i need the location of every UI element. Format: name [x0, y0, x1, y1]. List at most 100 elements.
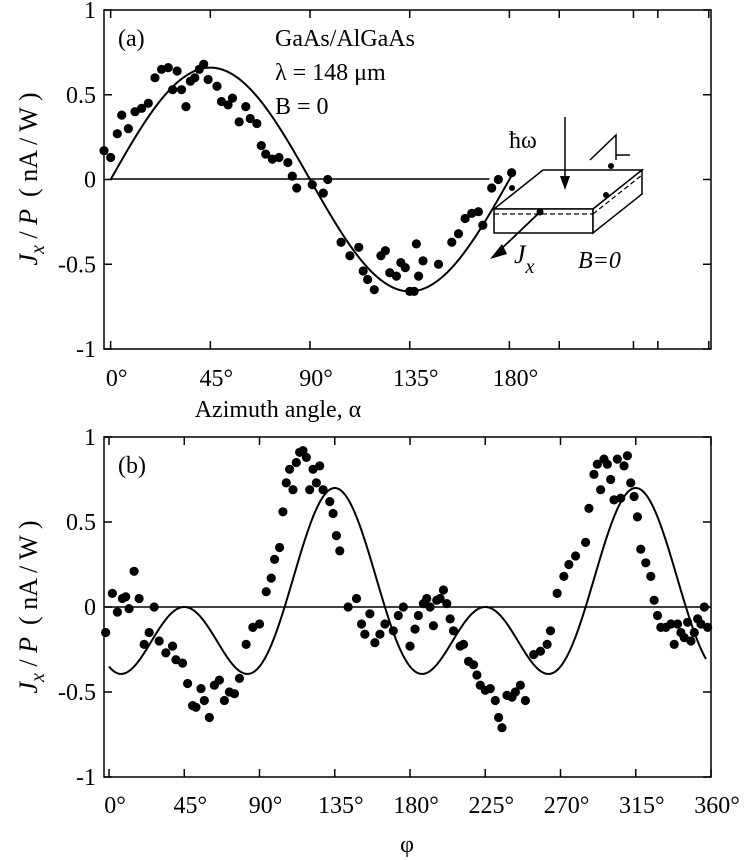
data-point — [112, 129, 122, 139]
photon-arrow-head — [560, 176, 570, 190]
data-point — [520, 695, 530, 706]
data-point — [363, 274, 373, 285]
data-point — [422, 593, 432, 604]
data-point — [149, 602, 159, 612]
data-point — [589, 469, 599, 479]
data-point — [632, 512, 643, 522]
data-point — [181, 102, 191, 112]
y-tick-label: 0.5 — [66, 510, 96, 536]
data-point — [438, 585, 449, 595]
data-point — [223, 100, 233, 110]
data-point — [405, 641, 415, 651]
data-point — [301, 452, 311, 462]
x-tick-label: 180° — [493, 366, 539, 392]
data-point — [241, 102, 251, 112]
data-point — [380, 619, 390, 629]
data-point — [291, 457, 301, 468]
sample-inset: ħω Jx B=0 — [490, 117, 645, 278]
current-label: Jx — [514, 240, 535, 278]
data-point — [191, 702, 201, 712]
sample-side-face — [592, 168, 643, 235]
data-point — [494, 712, 504, 723]
data-point — [219, 695, 229, 706]
data-point — [413, 271, 424, 281]
data-point — [124, 604, 134, 614]
data-point — [365, 609, 375, 619]
data-point — [473, 207, 483, 217]
data-point — [328, 508, 338, 519]
x-tick-label: 90° — [299, 366, 333, 392]
data-point — [144, 627, 154, 638]
data-point — [139, 639, 149, 650]
data-point — [629, 491, 639, 502]
chart-panel-b: -1 -0.5 0 0.5 1 0° 45° 90° 135° 180° 225° 270° 315° 3… — [14, 425, 740, 858]
data-point — [285, 464, 295, 474]
data-point — [252, 118, 262, 129]
sample-layer-side — [592, 174, 643, 215]
data-point — [584, 503, 594, 513]
data-point — [112, 607, 122, 617]
data-point — [428, 621, 439, 631]
data-point — [636, 544, 646, 554]
data-point — [418, 256, 428, 266]
y-tick-label: -0.5 — [58, 680, 96, 706]
data-point — [269, 554, 280, 565]
data-point — [274, 542, 285, 553]
data-point — [391, 271, 402, 281]
x-tick-label: 45° — [173, 793, 207, 819]
current-arrow-head — [490, 244, 507, 259]
data-point — [106, 152, 116, 163]
data-point — [497, 723, 507, 733]
x-tick-label: 315° — [619, 793, 665, 819]
x-tick-label: 180° — [393, 793, 439, 819]
data-point — [325, 497, 335, 507]
data-point — [545, 626, 556, 636]
data-point — [425, 602, 435, 612]
contact-top — [608, 163, 614, 169]
data-point — [360, 629, 370, 639]
data-point — [266, 573, 276, 583]
data-point — [398, 602, 408, 612]
data-point — [669, 639, 679, 650]
data-point — [254, 619, 265, 629]
data-point — [535, 646, 546, 656]
data-point — [510, 687, 520, 697]
y-tick-label: 1 — [84, 425, 96, 451]
data-point — [686, 636, 696, 646]
data-point — [552, 588, 562, 599]
contact-left — [509, 185, 515, 191]
data-point — [356, 619, 367, 629]
y-tick-label: -0.5 — [58, 252, 96, 278]
x-tick-label: 135° — [393, 366, 439, 392]
annotation-field: B = 0 — [275, 94, 329, 120]
data-point — [183, 678, 193, 689]
data-point — [287, 171, 297, 181]
data-point — [592, 459, 602, 469]
data-points-a — [99, 59, 517, 296]
data-point — [163, 63, 173, 73]
data-point — [107, 588, 117, 599]
data-point — [400, 263, 410, 273]
data-point — [318, 485, 328, 495]
data-point — [369, 285, 379, 295]
y-tick-label: 0 — [84, 595, 96, 621]
data-point — [199, 59, 209, 69]
x-tick-label: 360° — [694, 793, 740, 819]
data-point — [442, 599, 452, 609]
data-point — [354, 242, 364, 252]
data-point — [234, 117, 244, 127]
data-point — [507, 168, 517, 178]
data-point — [580, 537, 591, 548]
data-point — [99, 146, 109, 156]
data-point — [212, 81, 222, 91]
data-point — [606, 474, 616, 485]
data-point — [292, 183, 302, 193]
data-point — [203, 74, 213, 85]
data-point — [602, 459, 612, 469]
data-point — [490, 695, 500, 706]
data-point — [315, 461, 325, 471]
annotation-material: GaAs/AlGaAs — [275, 26, 415, 52]
data-point — [703, 622, 713, 633]
data-point — [150, 73, 160, 83]
